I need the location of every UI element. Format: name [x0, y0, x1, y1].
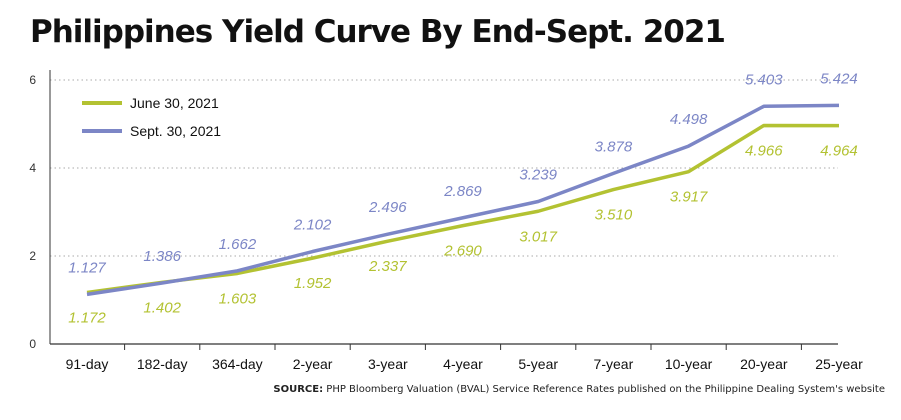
data-label-sept: 1.386 [143, 248, 181, 265]
data-label-june: 1.952 [294, 275, 332, 292]
y-tick-label: 4 [29, 161, 36, 175]
data-label-sept: 1.127 [68, 259, 106, 276]
data-label-june: 3.917 [670, 189, 708, 206]
data-label-june: 3.017 [519, 228, 557, 245]
series-line-june [86, 123, 840, 295]
data-label-june: 3.510 [595, 207, 633, 224]
x-tick-label: 364-day [212, 356, 263, 372]
data-label-sept: 3.878 [595, 138, 633, 155]
y-tick-label: 6 [29, 73, 36, 87]
x-tick-label: 10-year [665, 356, 713, 372]
x-tick-label: 2-year [293, 356, 333, 372]
data-label-sept: 2.102 [293, 217, 332, 234]
data-label-sept: 3.239 [519, 166, 557, 183]
x-tick-label: 25-year [815, 356, 863, 372]
x-tick-label: 7-year [594, 356, 634, 372]
data-label-sept: 1.662 [219, 236, 257, 253]
data-label-sept: 5.424 [820, 70, 858, 87]
data-label-june: 4.964 [820, 143, 858, 160]
x-tick-label: 4-year [443, 356, 483, 372]
series-line-sept [86, 103, 840, 297]
data-label-june: 2.337 [368, 258, 407, 275]
source-note: SOURCE: PHP Bloomberg Valuation (BVAL) S… [273, 384, 885, 395]
data-label-june: 2.690 [443, 243, 482, 260]
source-text: PHP Bloomberg Valuation (BVAL) Service R… [326, 384, 885, 395]
data-label-june: 1.172 [68, 309, 106, 326]
legend-label-june: June 30, 2021 [130, 95, 219, 111]
x-tick-label: 20-year [740, 356, 788, 372]
data-label-sept: 2.869 [443, 183, 482, 200]
x-tick-label: 3-year [368, 356, 408, 372]
data-label-sept: 4.498 [670, 111, 708, 128]
x-tick-label: 5-year [518, 356, 558, 372]
y-tick-label: 2 [29, 249, 36, 263]
y-tick-label: 0 [29, 337, 36, 351]
chart-title: Philippines Yield Curve By End-Sept. 202… [30, 14, 726, 50]
data-label-june: 4.966 [745, 142, 783, 159]
data-label-june: 1.402 [143, 299, 181, 316]
data-label-sept: 2.496 [368, 199, 407, 216]
x-tick-label: 182-day [137, 356, 188, 372]
data-label-sept: 5.403 [745, 71, 783, 88]
data-label-june: 1.603 [219, 290, 257, 307]
legend-label-sept: Sept. 30, 2021 [130, 123, 221, 139]
source-label: SOURCE: [273, 384, 324, 395]
x-tick-label: 91-day [66, 356, 109, 372]
